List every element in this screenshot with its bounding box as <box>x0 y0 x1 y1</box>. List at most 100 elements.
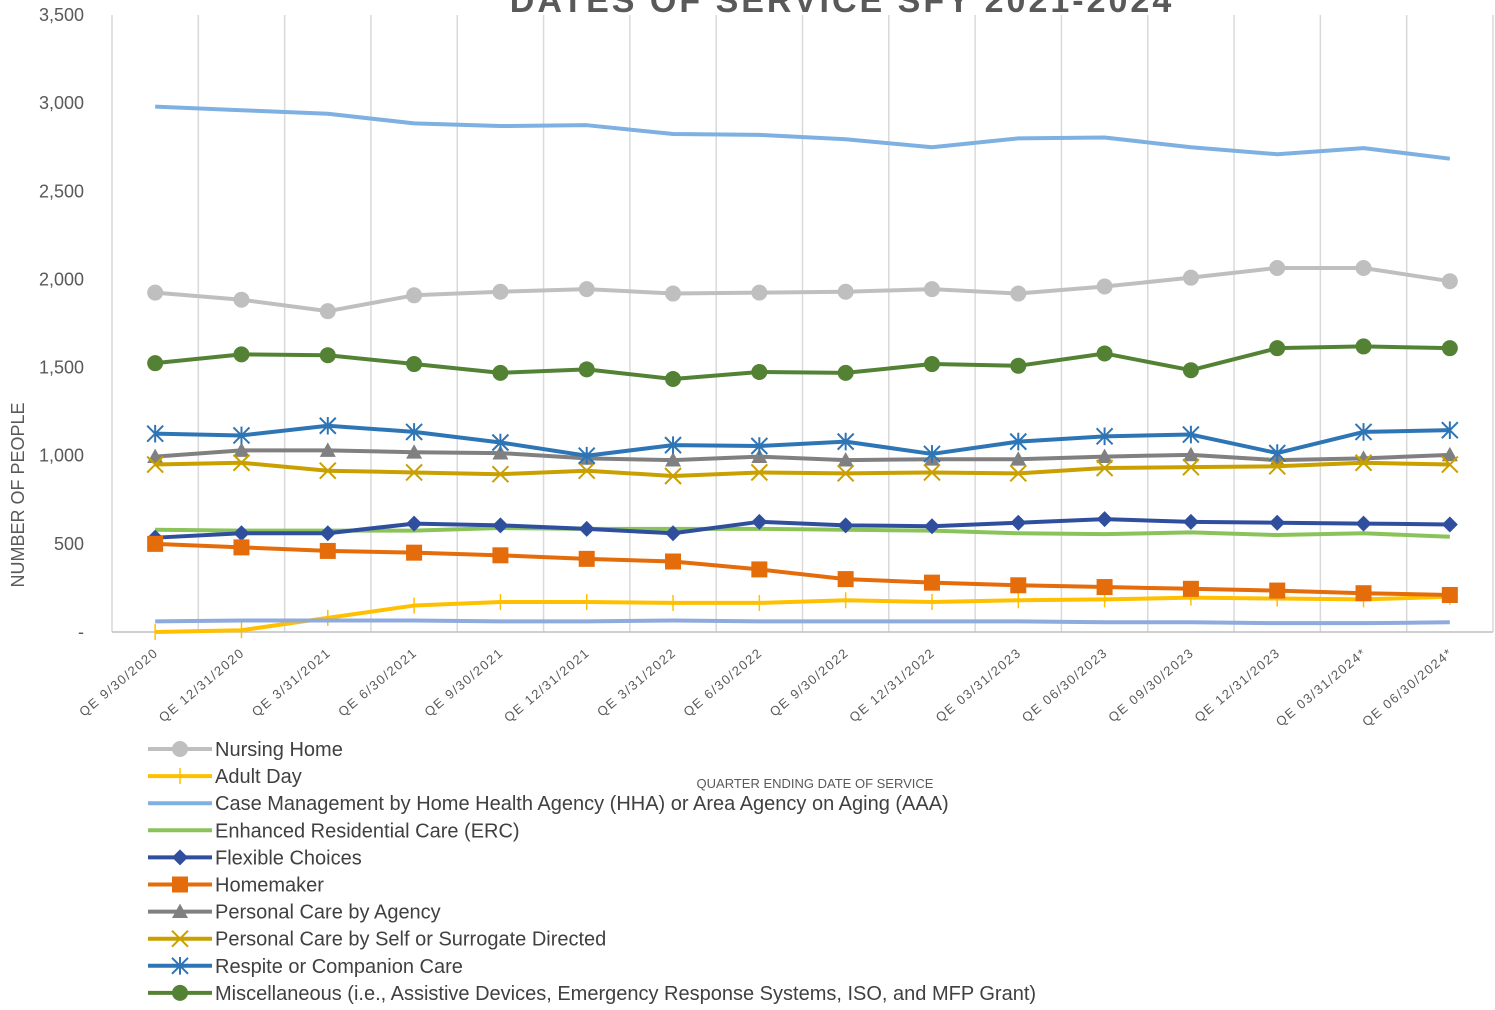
data-point <box>751 363 768 380</box>
data-point <box>492 445 509 460</box>
series-line <box>155 423 1450 458</box>
series-line <box>155 541 1450 597</box>
data-point <box>751 513 768 530</box>
data-point <box>578 520 595 537</box>
data-point <box>664 436 682 454</box>
data-point <box>665 452 682 467</box>
y-axis: - 500 1,000 1,500 2,000 2,500 3,000 3,500 <box>39 5 113 642</box>
data-point <box>837 452 854 467</box>
data-point <box>836 432 855 451</box>
series-line <box>154 265 1451 314</box>
y-axis-title: NUMBER OF PEOPLE <box>8 402 28 587</box>
y-tick-label: - <box>78 622 84 642</box>
x-tick-label: QE 9/30/2022 <box>767 645 852 720</box>
series-line <box>155 525 1450 539</box>
data-point <box>836 464 855 483</box>
data-point <box>232 454 251 472</box>
data-point <box>1355 585 1372 602</box>
series <box>155 618 1450 626</box>
data-point <box>172 876 188 893</box>
y-tick-label: 2,500 <box>39 181 84 201</box>
grid-lines <box>197 15 1494 632</box>
data-point <box>405 463 423 482</box>
data-point <box>1010 577 1027 594</box>
data-point <box>233 291 250 308</box>
data-point <box>1269 340 1286 357</box>
y-tick-label: 2,000 <box>39 269 84 289</box>
data-point <box>751 284 768 301</box>
data-point <box>923 463 941 482</box>
legend-item: Miscellaneous (i.e., Assistive Devices, … <box>148 983 1036 1005</box>
data-point <box>1441 586 1458 603</box>
data-point <box>319 347 336 364</box>
data-point <box>232 426 251 445</box>
data-point <box>1269 582 1286 599</box>
data-point <box>1096 579 1113 596</box>
data-point <box>1355 515 1372 532</box>
data-point <box>1182 362 1199 379</box>
x-tick-label: QE 09/30/2023 <box>1105 645 1197 725</box>
data-point <box>1182 513 1199 530</box>
data-point <box>1354 423 1373 441</box>
series-line <box>155 594 1450 634</box>
series <box>155 525 1450 539</box>
data-point <box>837 364 854 381</box>
data-point <box>406 287 423 304</box>
data-point <box>751 448 768 463</box>
series <box>146 416 1459 465</box>
series-lines <box>146 104 1459 640</box>
data-point <box>147 535 164 552</box>
data-point <box>1096 278 1113 295</box>
series-line <box>155 448 1450 463</box>
data-point <box>172 984 188 1001</box>
x-tick-label: QE 9/30/2020 <box>76 645 161 720</box>
series-line <box>155 618 1450 626</box>
x-tick-label: QE 6/30/2021 <box>335 645 420 720</box>
series <box>147 535 1458 603</box>
data-point <box>172 903 188 918</box>
data-point <box>1182 269 1199 286</box>
data-point <box>578 281 595 298</box>
data-point <box>406 444 423 459</box>
data-point <box>1269 514 1286 531</box>
series <box>146 454 1459 485</box>
data-point <box>665 553 682 570</box>
x-tick-label: QE 6/30/2022 <box>680 645 765 720</box>
data-point <box>319 525 336 542</box>
y-tick-label: 500 <box>54 534 84 554</box>
data-point <box>1441 421 1459 439</box>
data-point <box>1355 259 1372 276</box>
data-point <box>319 461 337 480</box>
data-point <box>750 437 769 455</box>
data-point <box>319 416 337 435</box>
legend-item: Nursing Home <box>148 739 343 761</box>
legend-item: Case Management by Home Health Agency (H… <box>148 793 949 815</box>
data-point <box>492 364 509 381</box>
x-axis-title: QUARTER ENDING DATE OF SERVICE <box>697 776 934 791</box>
data-point <box>1010 514 1027 531</box>
data-point <box>492 517 509 534</box>
legend-label: Flexible Choices <box>215 847 362 869</box>
data-point <box>837 571 854 588</box>
data-point <box>1095 427 1114 446</box>
data-point <box>665 371 682 388</box>
data-point <box>406 515 423 532</box>
legend-item: Homemaker <box>148 875 324 897</box>
data-point <box>664 467 682 485</box>
series <box>147 259 1458 320</box>
data-point <box>146 424 164 443</box>
legend-item: Personal Care by Self or Surrogate Direc… <box>148 929 606 951</box>
data-point <box>1441 516 1458 533</box>
x-tick-label: QE 12/31/2023 <box>1192 645 1284 725</box>
series-line <box>155 460 1450 478</box>
data-point <box>751 561 768 578</box>
legend-label: Enhanced Residential Care (ERC) <box>215 820 520 842</box>
data-point <box>1096 345 1113 362</box>
data-point <box>923 281 940 298</box>
data-point <box>750 463 769 482</box>
data-point <box>233 539 250 556</box>
data-point <box>491 433 510 452</box>
data-point <box>405 423 423 441</box>
data-point <box>1009 464 1027 483</box>
